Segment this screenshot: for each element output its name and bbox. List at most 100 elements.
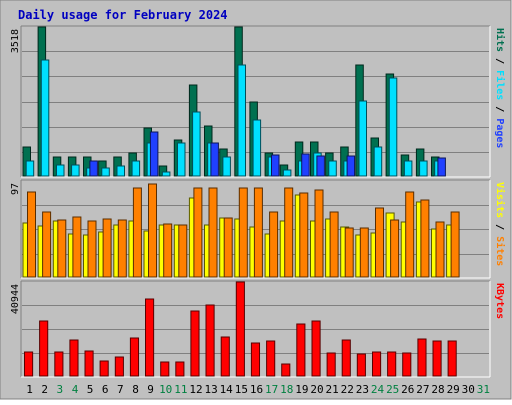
bar-files-day-10 xyxy=(161,171,171,177)
chart-title: Daily usage for February 2024 xyxy=(18,8,228,22)
bar-sites-day-14 xyxy=(223,217,233,278)
x-tick-label-30: 30 xyxy=(462,383,475,396)
bar-files-day-25 xyxy=(388,77,398,177)
bar-sites-day-3 xyxy=(57,219,67,278)
bar-files-day-1 xyxy=(25,160,35,177)
bar-kbytes-day-23 xyxy=(356,353,366,377)
bar-kbytes-day-15 xyxy=(235,281,245,377)
x-tick-label-10: 10 xyxy=(159,383,172,396)
legend-pages: Pages xyxy=(494,118,505,148)
bar-sites-day-24 xyxy=(375,207,384,278)
x-tick-label-29: 29 xyxy=(447,383,460,396)
bar-sites-day-6 xyxy=(102,218,112,278)
x-tick-label-11: 11 xyxy=(174,383,187,396)
bar-files-day-21 xyxy=(328,160,337,177)
bars xyxy=(22,26,446,177)
bars xyxy=(22,183,460,278)
bar-kbytes-day-5 xyxy=(84,350,94,377)
bar-sites-day-22 xyxy=(344,227,354,278)
bar-sites-day-23 xyxy=(359,227,369,278)
bar-pages-day-9 xyxy=(149,131,159,177)
bar-sites-day-25 xyxy=(390,219,400,278)
bar-pages-day-19 xyxy=(301,153,310,177)
x-tick-label-24: 24 xyxy=(371,383,385,396)
bar-kbytes-day-16 xyxy=(250,342,261,377)
bar-sites-day-11 xyxy=(178,224,188,278)
bar-kbytes-day-12 xyxy=(190,310,200,377)
x-tick-label-16: 16 xyxy=(250,383,263,396)
legend-separator: / xyxy=(494,100,505,118)
bar-files-day-23 xyxy=(358,100,367,177)
legend-kbytes: KBytes xyxy=(494,283,505,319)
bar-sites-day-26 xyxy=(405,191,415,278)
bar-sites-day-9 xyxy=(148,183,157,278)
x-tick-label-18: 18 xyxy=(280,383,293,396)
bar-sites-day-27 xyxy=(420,199,430,278)
bar-sites-day-12 xyxy=(193,187,203,278)
bar-kbytes-day-17 xyxy=(266,340,276,377)
bar-files-day-15 xyxy=(237,64,246,177)
bar-files-day-12 xyxy=(192,111,201,177)
bar-kbytes-day-3 xyxy=(54,351,64,377)
bar-sites-day-1 xyxy=(27,191,36,278)
legend-separator: / xyxy=(494,218,505,236)
bar-files-day-3 xyxy=(56,164,65,177)
bar-files-day-24 xyxy=(373,146,383,177)
x-tick-label-13: 13 xyxy=(204,383,217,396)
bar-sites-day-2 xyxy=(42,211,52,278)
bar-kbytes-day-18 xyxy=(281,363,291,377)
bar-files-day-16 xyxy=(252,119,262,177)
bar-kbytes-day-26 xyxy=(402,352,412,377)
bar-sites-day-15 xyxy=(238,187,248,278)
bar-files-day-4 xyxy=(71,164,80,177)
bar-pages-day-28 xyxy=(437,157,446,177)
y-max-label: 3518 xyxy=(10,29,21,53)
bar-kbytes-day-9 xyxy=(145,298,155,377)
x-tick-label-28: 28 xyxy=(431,383,444,396)
x-tick-label-19: 19 xyxy=(295,383,308,396)
x-tick-label-6: 6 xyxy=(102,383,109,396)
x-tick-label-21: 21 xyxy=(325,383,338,396)
bar-kbytes-day-11 xyxy=(175,361,185,377)
legend-visits: Visits xyxy=(494,182,506,218)
bar-sites-day-18 xyxy=(284,187,294,278)
x-tick-label-7: 7 xyxy=(117,383,124,396)
legend-files: Files xyxy=(494,70,506,100)
y-max-label: 97 xyxy=(10,183,21,195)
bar-files-day-11 xyxy=(177,142,186,177)
bar-pages-day-13 xyxy=(210,142,219,177)
bar-kbytes-day-29 xyxy=(447,340,457,377)
bar-kbytes-day-20 xyxy=(311,320,321,377)
bar-sites-day-17 xyxy=(269,211,279,278)
x-tick-label-23: 23 xyxy=(356,383,369,396)
legend-sites: Sites xyxy=(494,236,506,266)
x-tick-label-14: 14 xyxy=(220,383,234,396)
x-tick-label-27: 27 xyxy=(416,383,429,396)
bar-kbytes-day-8 xyxy=(129,337,140,377)
bar-sites-day-21 xyxy=(329,211,339,278)
x-tick-label-9: 9 xyxy=(147,383,154,396)
x-tick-label-31: 31 xyxy=(477,383,490,396)
bar-sites-day-20 xyxy=(314,189,324,278)
bar-files-day-8 xyxy=(131,160,141,177)
bar-kbytes-day-1 xyxy=(24,351,34,377)
x-tick-label-5: 5 xyxy=(87,383,94,396)
x-tick-label-3: 3 xyxy=(56,383,63,396)
bar-kbytes-day-10 xyxy=(160,361,170,377)
bar-kbytes-day-19 xyxy=(296,323,306,377)
bar-kbytes-day-21 xyxy=(326,352,336,377)
bar-sites-day-13 xyxy=(208,187,218,278)
bar-kbytes-day-4 xyxy=(69,339,79,377)
bar-kbytes-day-24 xyxy=(372,351,382,377)
bar-files-day-18 xyxy=(282,169,292,177)
bar-sites-day-28 xyxy=(435,221,445,278)
bar-pages-day-5 xyxy=(89,160,98,177)
bar-sites-day-19 xyxy=(299,192,309,278)
bar-kbytes-day-7 xyxy=(114,356,124,377)
bar-kbytes-day-13 xyxy=(205,304,215,377)
bar-sites-day-10 xyxy=(163,223,173,278)
x-tick-label-22: 22 xyxy=(341,383,354,396)
x-tick-label-12: 12 xyxy=(189,383,202,396)
